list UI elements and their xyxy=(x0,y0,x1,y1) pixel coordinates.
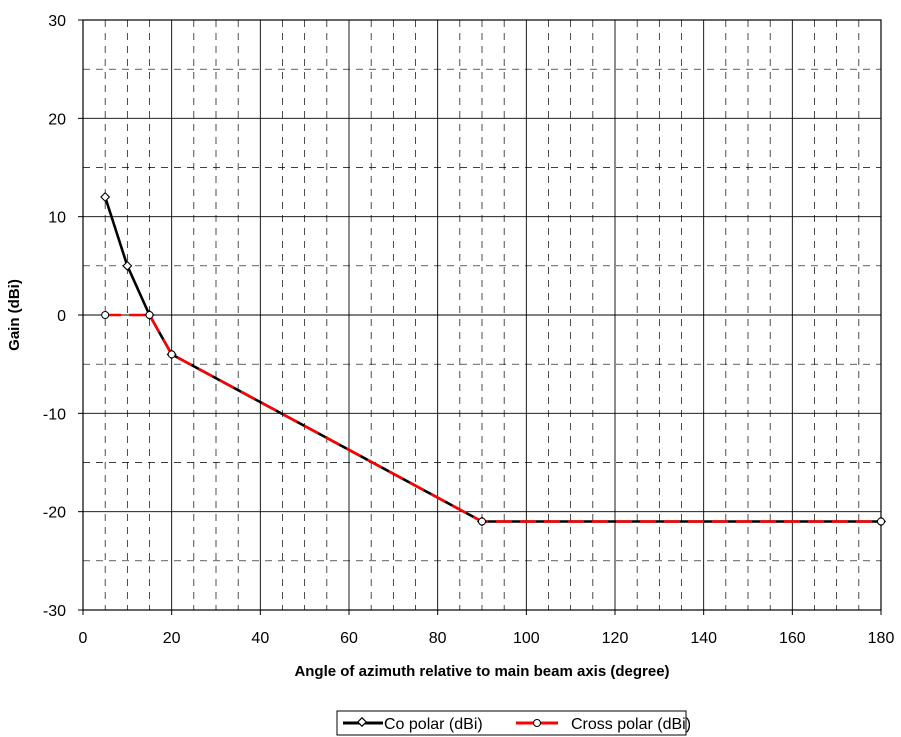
series-cross-polar-line xyxy=(105,313,881,523)
co-polar-marker xyxy=(100,191,111,203)
y-tick-label: -30 xyxy=(43,603,66,620)
y-axis-ticks: 30 20 10 0 -10 -20 -30 xyxy=(43,13,83,620)
x-axis-ticks: 0 20 40 60 80 100 120 140 160 180 xyxy=(79,610,895,647)
cross-polar-marker xyxy=(145,311,154,319)
y-tick-label: 0 xyxy=(57,308,66,325)
legend-co-polar-label: Co polar (dBi) xyxy=(384,716,483,733)
x-tick-label: 120 xyxy=(602,630,629,647)
grid xyxy=(83,20,881,610)
y-tick-label: 20 xyxy=(48,111,66,128)
cross-polar-marker xyxy=(101,311,110,319)
x-tick-label: 140 xyxy=(690,630,717,647)
x-tick-label: 80 xyxy=(429,630,447,647)
x-tick-label: 0 xyxy=(79,630,88,647)
series-layer xyxy=(100,191,887,527)
x-tick-label: 160 xyxy=(779,630,806,647)
y-tick-label: 10 xyxy=(48,210,66,227)
y-axis-title: Gain (dBi) xyxy=(6,279,23,351)
x-tick-label: 100 xyxy=(513,630,540,647)
legend-co-polar-marker xyxy=(356,716,368,728)
cross-polar-marker xyxy=(167,350,176,359)
legend: Co polar (dBi) Cross polar (dBi) xyxy=(336,710,691,736)
x-tick-label: 180 xyxy=(868,630,895,647)
y-tick-label: -10 xyxy=(43,406,66,423)
x-tick-label: 40 xyxy=(251,630,269,647)
cross-polar-marker xyxy=(478,517,486,526)
co-polar-marker xyxy=(122,260,133,271)
y-tick-label: -20 xyxy=(43,505,66,522)
x-axis-title: Angle of azimuth relative to main beam a… xyxy=(294,663,669,680)
x-tick-label: 20 xyxy=(163,630,181,647)
y-tick-label: 30 xyxy=(48,13,66,30)
legend-cross-polar-label: Cross polar (dBi) xyxy=(571,716,691,733)
x-tick-label: 60 xyxy=(340,630,358,647)
cross-polar-marker xyxy=(877,517,885,526)
legend-box xyxy=(336,710,687,736)
legend-cross-polar-marker xyxy=(533,719,541,727)
